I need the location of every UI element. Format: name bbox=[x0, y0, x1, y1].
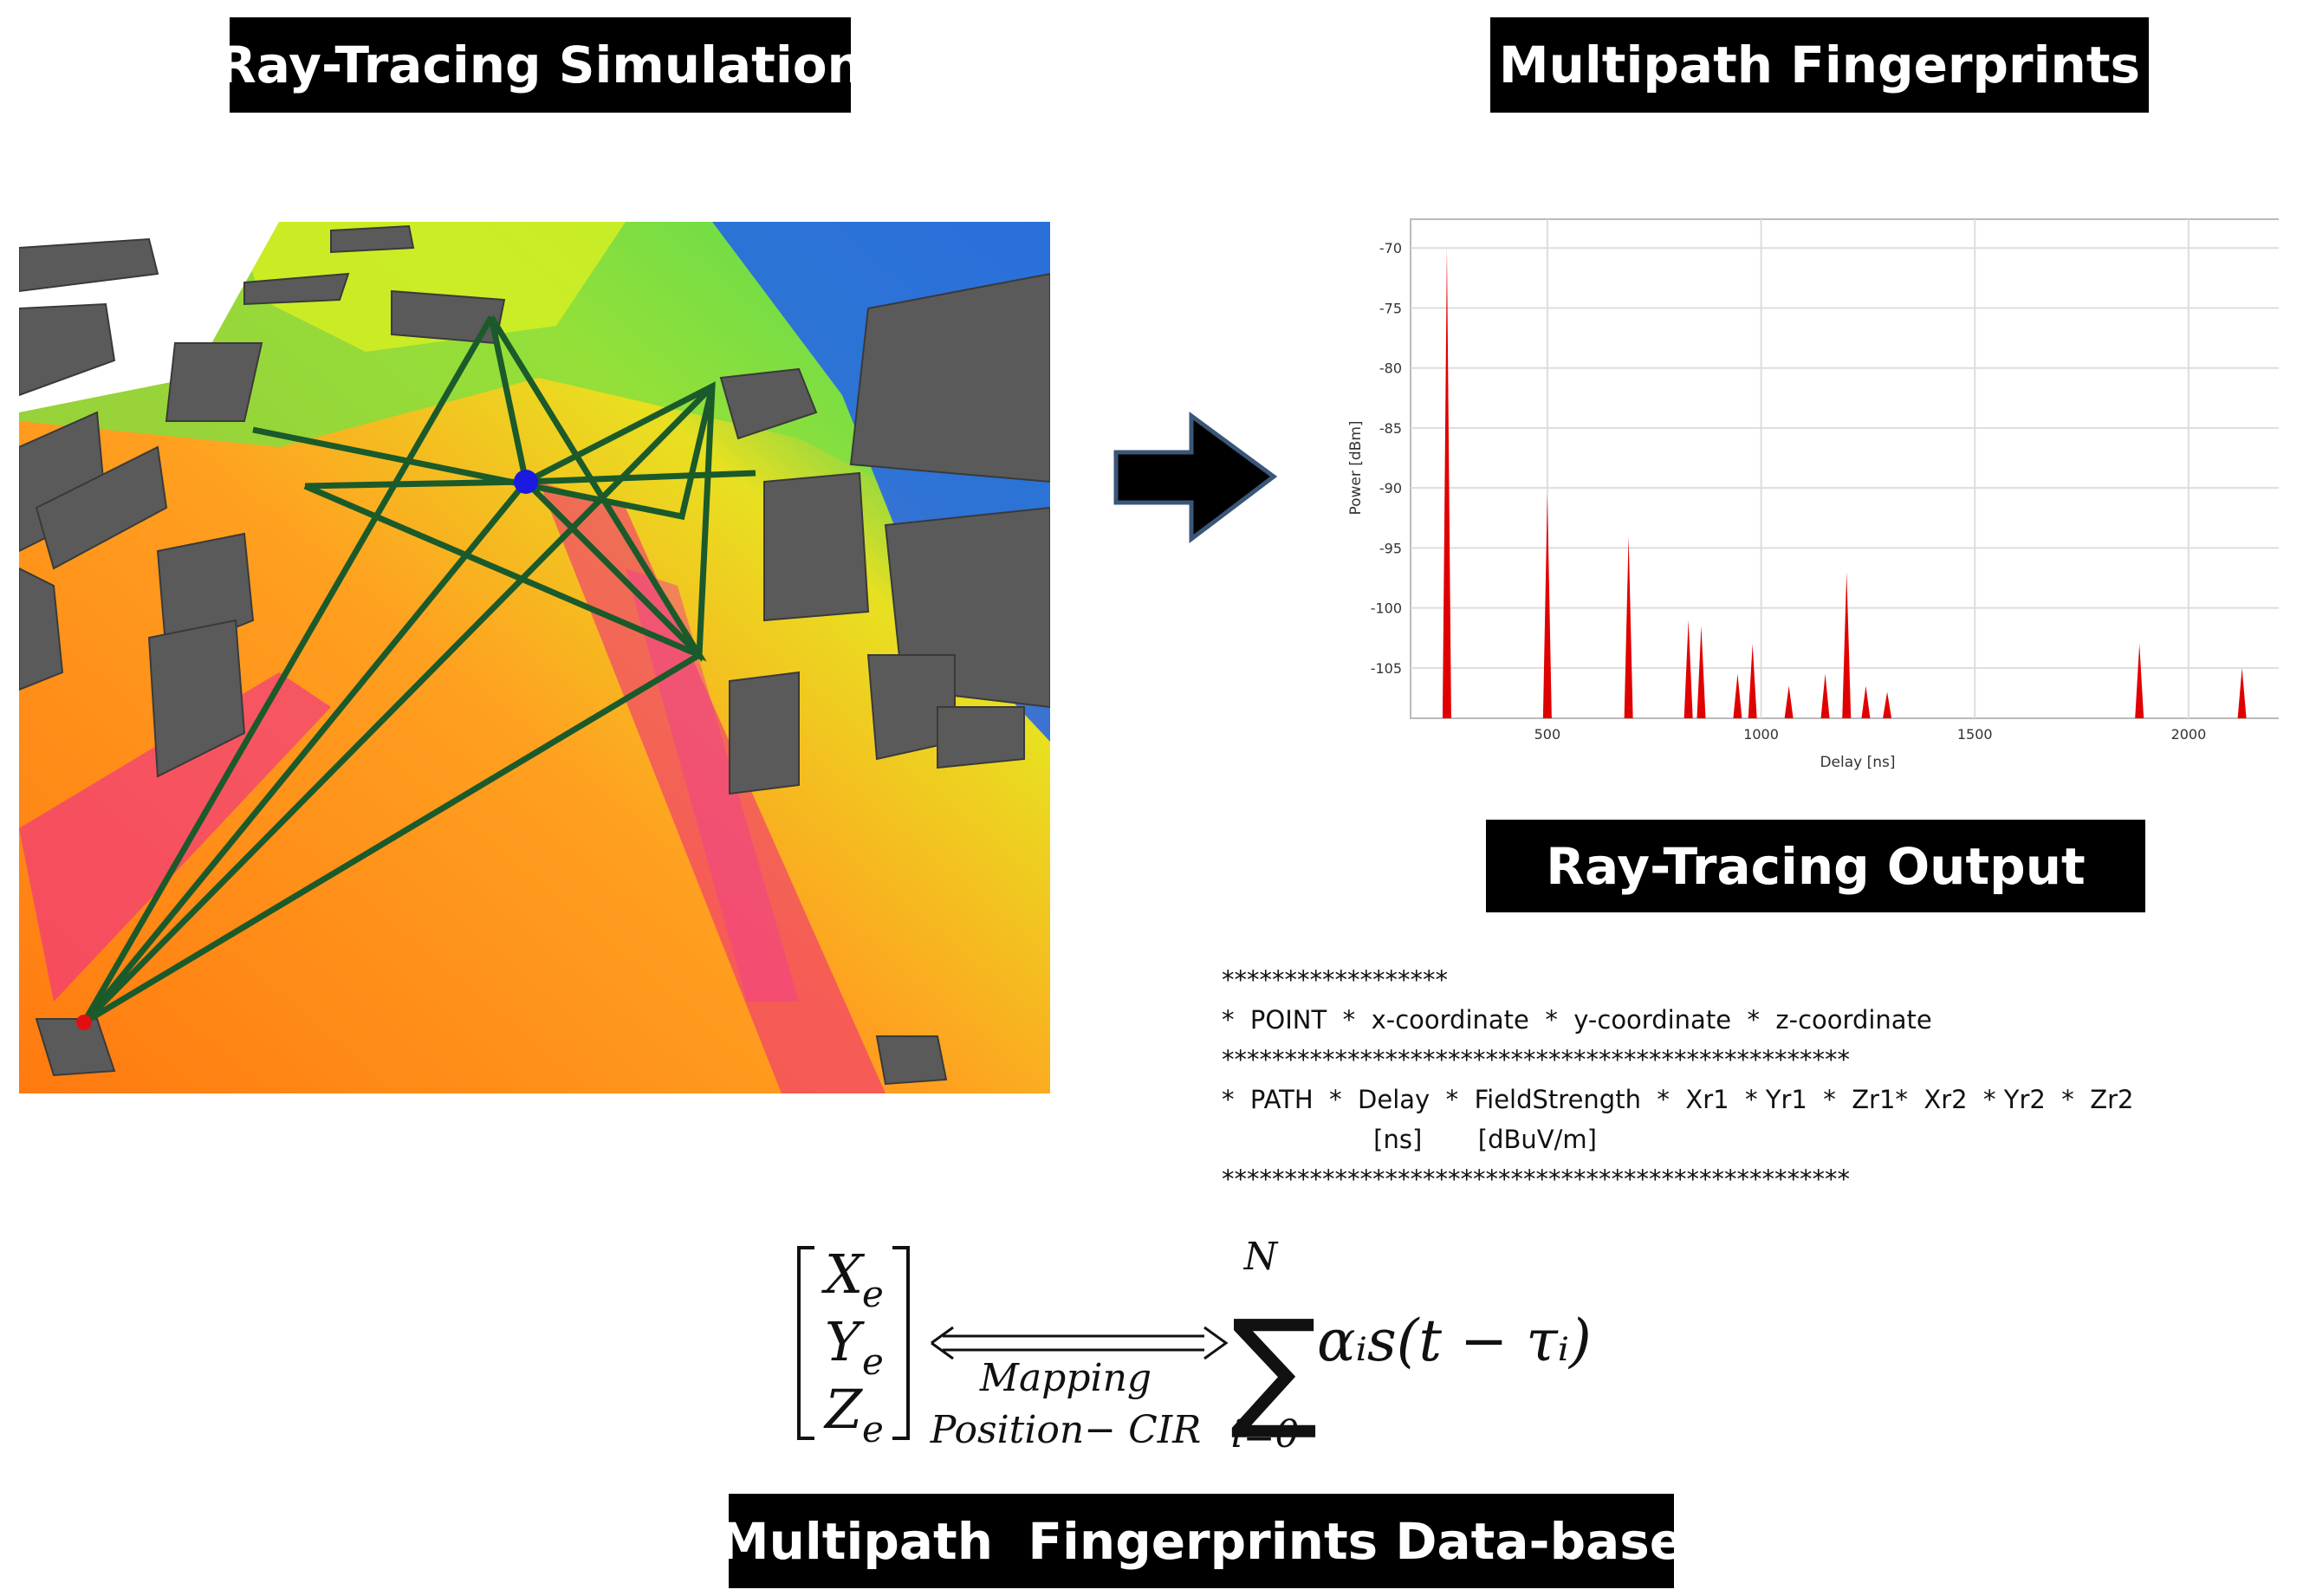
output-line: * POINT * x-coordinate * y-coordinate * … bbox=[1222, 1005, 1932, 1035]
spike bbox=[1733, 673, 1742, 718]
heading: Multipath Fingerprints bbox=[1490, 17, 2149, 113]
y-tick-label: -75 bbox=[1379, 300, 1402, 316]
vector-subscript: e bbox=[862, 1340, 884, 1383]
arrow-shape bbox=[1113, 412, 1278, 544]
spike bbox=[1683, 620, 1693, 718]
mapping-label: Mapping bbox=[979, 1356, 1152, 1400]
spike bbox=[1883, 691, 1892, 718]
spike bbox=[1542, 494, 1552, 718]
y-tick-label: -85 bbox=[1379, 420, 1402, 437]
matrix-brackets bbox=[797, 1246, 910, 1440]
x-tick-label: 1000 bbox=[1743, 726, 1779, 743]
spike bbox=[1748, 644, 1757, 718]
spike bbox=[1442, 248, 1451, 718]
heatmap-zone bbox=[236, 222, 626, 352]
sum-expression: αᵢs(t − τᵢ) bbox=[1317, 1307, 1592, 1374]
chart: Power [dBm] Delay [ns] -70 -75 -80 -85 -90 -9… bbox=[1347, 218, 2279, 771]
sum-symbol: ∑ bbox=[1230, 1293, 1318, 1444]
y-tick-label: -90 bbox=[1379, 480, 1402, 496]
spike bbox=[1696, 626, 1706, 718]
spike bbox=[1820, 673, 1830, 718]
ray-tracing-output: ****************** * POINT * x-coordinate… bbox=[1222, 960, 2133, 1199]
vector-entry: Y bbox=[825, 1310, 865, 1373]
output-line: ****************** bbox=[1222, 965, 1448, 995]
sum-lower: i=0 bbox=[1231, 1412, 1300, 1456]
spike bbox=[1861, 685, 1871, 718]
plot-area bbox=[1410, 218, 2279, 719]
mapping-label: Position− CIR bbox=[930, 1408, 1202, 1452]
spike bbox=[2237, 667, 2247, 718]
y-tick-label: -105 bbox=[1371, 660, 1402, 677]
x-tick-label: 2000 bbox=[2171, 726, 2207, 743]
x-axis-label: Delay [ns] bbox=[1820, 754, 1895, 771]
heatmap-streak bbox=[626, 568, 799, 1002]
y-tick-label: -100 bbox=[1371, 600, 1402, 617]
vector-subscript: e bbox=[862, 1273, 884, 1315]
heading: Multipath Fingerprints Data-base bbox=[719, 1494, 1683, 1588]
double-arrow bbox=[931, 1326, 1229, 1360]
spike bbox=[1842, 572, 1852, 718]
buildings bbox=[19, 224, 1050, 1086]
spike bbox=[1624, 535, 1633, 718]
spike bbox=[1784, 685, 1794, 718]
vector-entry: Z bbox=[823, 1378, 863, 1441]
y-axis-label: Power [dBm] bbox=[1347, 420, 1365, 515]
vector-entry: X bbox=[821, 1242, 866, 1306]
y-tick-label: -95 bbox=[1379, 540, 1402, 556]
y-tick-label: -80 bbox=[1379, 360, 1402, 377]
ray-paths bbox=[81, 315, 756, 1026]
receiver bbox=[76, 1015, 92, 1030]
heatmap-streak bbox=[19, 672, 331, 1002]
y-tick-label: -70 bbox=[1379, 240, 1402, 256]
output-line: * PATH * Delay * FieldStrength * Xr1 * Y… bbox=[1222, 1085, 2134, 1114]
transmitter bbox=[514, 470, 538, 494]
spike bbox=[2135, 644, 2144, 718]
output-line: [ns] [dBuV/m] bbox=[1222, 1125, 1597, 1154]
heading: Ray-Tracing Simulation bbox=[217, 17, 863, 113]
arrow bbox=[1113, 412, 1278, 544]
heading: Ray-Tracing Output bbox=[1486, 820, 2145, 912]
vector-subscript: e bbox=[862, 1408, 884, 1450]
sum-upper: N bbox=[1243, 1235, 1279, 1279]
simulation-view bbox=[19, 222, 1050, 1093]
x-tick-label: 500 bbox=[1534, 726, 1561, 743]
output-line: ****************************************… bbox=[1222, 1165, 1850, 1194]
output-line: ****************************************… bbox=[1222, 1045, 1850, 1074]
x-tick-label: 1500 bbox=[1957, 726, 1993, 743]
